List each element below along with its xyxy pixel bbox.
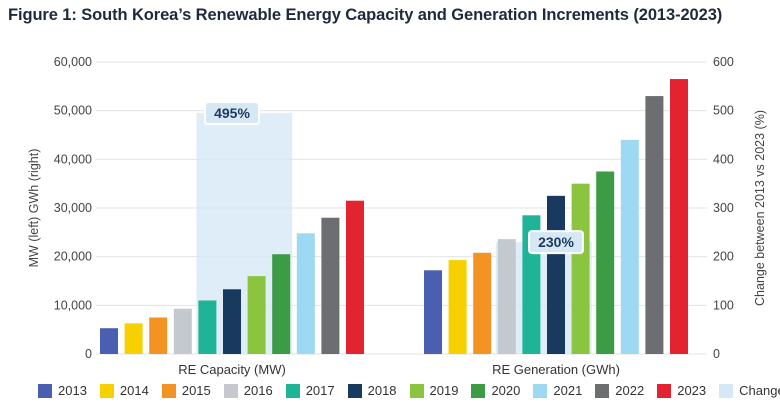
legend: 2013 2014 2015 2016 2017 2018 2019 2020 2021 2022… [38, 383, 780, 398]
legend-label: 2022 [615, 383, 645, 398]
bar-2016 [497, 239, 516, 354]
legend-swatch [657, 383, 672, 398]
legend-item: 2016 [223, 383, 273, 398]
legend-label: 2017 [305, 383, 335, 398]
legend-label: 2021 [553, 383, 583, 398]
legend-item: 2013 [38, 383, 87, 398]
bar-2014 [448, 260, 467, 354]
y-tick-label: 0 [85, 347, 92, 361]
y-tick-label: 60,000 [54, 55, 92, 69]
bar-2019 [247, 276, 266, 354]
bar-2019 [571, 183, 590, 354]
y-axis-label: MW (left) GWh (right) [27, 149, 41, 268]
legend-swatch [533, 383, 548, 398]
legend-swatch [471, 383, 486, 398]
y-tick-label: 30,000 [54, 201, 92, 215]
y2-tick-label: 200 [713, 250, 734, 264]
bar-2017 [198, 300, 217, 354]
bar-2015 [473, 252, 492, 354]
bar-2016 [173, 308, 192, 354]
legend-item: 2015 [161, 383, 211, 398]
chart-svg: 0 0 10,000 100 20,000 200 30,000 300 40,000 400 50… [27, 55, 767, 377]
bar-2022 [321, 217, 340, 354]
bar-2015 [149, 317, 168, 354]
bar-2020 [596, 171, 615, 354]
chart-title: Figure 1: South Korea’s Renewable Energy… [8, 6, 723, 24]
y-tick-label: 10,000 [54, 298, 92, 312]
legend-item: 2021 [533, 383, 582, 398]
legend-label: 2019 [429, 383, 459, 398]
legend-label: 2018 [367, 383, 397, 398]
category-label: RE Capacity (MW) [178, 362, 286, 377]
legend-swatch [223, 383, 238, 398]
legend-swatch [38, 383, 52, 398]
legend-label: 2013 [58, 383, 87, 398]
change-label: 495% [214, 105, 250, 121]
category-label: RE Generation (GWh) [492, 362, 620, 377]
y2-tick-label: 300 [713, 201, 734, 215]
y-tick-label: 20,000 [54, 250, 92, 264]
legend-label: Change (%) [739, 383, 780, 398]
legend-item: 2022 [595, 383, 644, 398]
change-label: 230% [538, 234, 574, 250]
change-badge [528, 230, 584, 255]
legend-swatch [161, 383, 176, 398]
change-badge [204, 101, 260, 126]
y-tick-label: 50,000 [54, 104, 92, 118]
y-tick-label: 40,000 [54, 152, 92, 166]
legend-label: 2023 [677, 383, 707, 398]
y2-tick-label: 100 [713, 298, 734, 312]
legend-swatch [99, 383, 114, 398]
legend-item: 2023 [657, 383, 706, 398]
legend-swatch [347, 383, 362, 398]
y2-axis-label: Change between 2013 vs 2023 (%) [753, 110, 767, 306]
legend-label: 2016 [243, 383, 273, 398]
legend-item: Change (%) [719, 383, 780, 398]
legend-swatch [285, 383, 300, 398]
bar-2013 [100, 328, 118, 354]
legend-item: 2019 [409, 383, 459, 398]
bar-2020 [272, 254, 291, 354]
y2-tick-label: 500 [713, 104, 734, 118]
legend-swatch [595, 383, 610, 398]
bar-2021 [620, 139, 639, 354]
bar-2013 [424, 270, 442, 354]
bar-2022 [645, 96, 664, 355]
legend-label: 2015 [181, 383, 211, 398]
bar-2023 [346, 200, 364, 354]
bar-2018 [223, 289, 241, 354]
y2-tick-label: 0 [713, 347, 720, 361]
y2-tick-label: 400 [713, 152, 734, 166]
legend-label: 2020 [491, 383, 521, 398]
legend-item: 2014 [99, 383, 149, 398]
legend-label: 2014 [119, 383, 149, 398]
legend-swatch [719, 383, 734, 398]
legend-swatch [409, 383, 424, 398]
legend-item: 2017 [285, 383, 335, 398]
bar-2023 [670, 79, 688, 355]
y2-tick-label: 600 [713, 55, 734, 69]
bar-2014 [124, 323, 143, 354]
legend-item: 2020 [471, 383, 520, 398]
bar-2021 [296, 233, 315, 354]
bar-2018 [547, 195, 565, 354]
legend-item: 2018 [347, 383, 397, 398]
